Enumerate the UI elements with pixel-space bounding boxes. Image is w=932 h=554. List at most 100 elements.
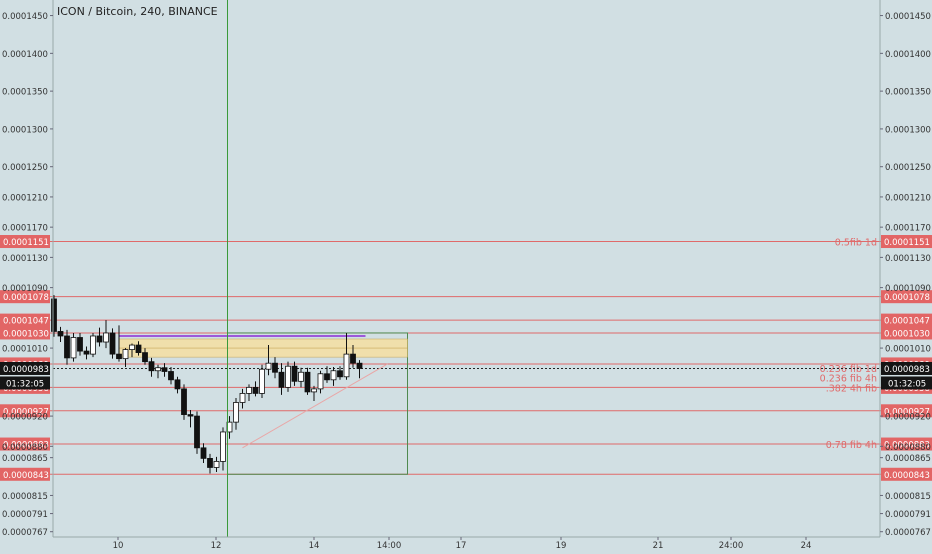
x-tick-label: 17 [456,541,467,550]
level-price-label-right: 0.0001030 [884,329,930,339]
y-tick-label-left: 0.0001400 [2,50,48,60]
level-price-box-left [0,235,50,249]
level-price-box-left [0,313,50,327]
candle-up [343,353,350,378]
countdown-label-right: 01:32:05 [888,379,926,389]
level-price-box-left [0,290,50,304]
level-price-label-left: 0.0001078 [3,293,49,303]
candle-up [285,365,291,388]
candle-down [181,388,187,415]
candle-up [259,368,265,394]
candle-down [148,361,155,372]
candle-up [311,388,317,393]
level-price-label-right: 0.0001151 [884,238,930,248]
y-tick-label-right: 0.0000865 [885,454,931,464]
level-price-label-left: 0.0001151 [3,238,49,248]
y-tick-label-right: 0.0000920 [885,413,931,423]
candle-down [324,373,330,381]
level-price-label-right: 0.0001047 [884,317,930,327]
y-tick-label-right: 0.0001400 [885,50,931,60]
y-tick-label-right: 0.0001090 [885,284,931,294]
candle-up [220,431,226,462]
candle-down [252,386,259,394]
x-tick-label: 24 [801,541,812,550]
candle-up [233,402,239,423]
candle-up [239,393,246,403]
candle-down [116,353,122,360]
candle-down [207,458,213,468]
level-price-box-left [0,361,50,375]
y-tick-label-right: 0.0001250 [885,163,931,173]
level-price-label-left: 0.0000883 [3,441,49,451]
candle-down [77,337,83,352]
level-price-box-right [881,290,932,304]
y-tick-label-right: 0.0001130 [885,254,931,264]
candle-up [213,461,220,468]
level-price-label-left: 0.0001030 [3,329,49,339]
candle-up [317,373,324,390]
countdown-label-left: 01:32:05 [6,379,44,389]
level-price-label-right: 0.0001078 [884,293,930,303]
candle-up [122,349,129,360]
x-tick-label: 14:00 [377,541,402,550]
level-price-label-left: 0.0000927 [3,407,49,417]
y-tick-label-left: 0.0000791 [2,510,48,520]
candle-down [64,335,70,359]
level-price-box-right [881,326,932,340]
candle-up [265,362,272,370]
candle-down [272,362,278,373]
y-tick-label-left: 0.0001350 [2,88,48,98]
y-tick-label-right: 0.0000767 [885,528,931,538]
level-price-box-left [0,404,50,418]
candle-up [155,367,161,372]
y-tick-label-right: 0.0000815 [885,492,931,502]
candle-down [356,362,363,369]
y-tick-label-right: 0.0000791 [885,510,931,520]
level-annotation: .382 4h fib [826,383,877,394]
y-tick-label-left: 0.0000880 [2,443,48,453]
level-price-label-right: 0.0000843 [884,471,930,481]
candle-down [168,371,174,381]
candle-up [330,370,337,381]
level-price-box-right [881,467,932,481]
candle-down [337,370,343,378]
candle-up [129,344,135,350]
y-tick-label-left: 0.0001210 [2,193,48,203]
level-price-box-right [881,313,932,327]
countdown-box-left [0,376,50,390]
y-tick-label-right: 0.0001300 [885,125,931,135]
level-annotation: 0.236 fib 1d [820,364,877,375]
trend-line [242,363,388,449]
x-tick-label: 10 [113,541,124,550]
x-tick-label: 19 [556,541,567,550]
level-annotation: 0.236 fib 4h [820,373,877,384]
candle-down [161,367,168,372]
y-tick-label-right: 0.0001170 [885,224,931,234]
level-price-box-right [881,361,932,375]
level-price-label-right: 0.0000927 [884,407,930,417]
level-price-box-right [881,235,932,249]
level-price-label-right: 0.0000883 [884,441,930,451]
candle-down [109,332,116,355]
y-tick-label-right: 0.0001010 [885,345,931,355]
candle-down [291,365,298,382]
x-tick-label: 21 [653,541,664,550]
candle-down [278,371,285,388]
candle-down [57,331,64,337]
y-tick-label-right: 0.0000880 [885,443,931,453]
y-tick-label-left: 0.0000865 [2,454,48,464]
y-tick-label-left: 0.0001300 [2,125,48,135]
candle-up [90,335,96,355]
level-price-label-right: 0.0000983 [884,365,930,375]
candle-down [187,414,194,417]
y-tick-label-left: 0.0001450 [2,12,48,22]
candle-down [135,344,142,354]
candle-up [103,332,109,343]
candle-down [51,298,57,332]
chart-title: ICON / Bitcoin, 240, BINANCE [57,5,218,18]
x-tick-label: 24:00 [719,541,744,550]
candle-down [200,447,207,459]
candle-down [96,335,103,343]
